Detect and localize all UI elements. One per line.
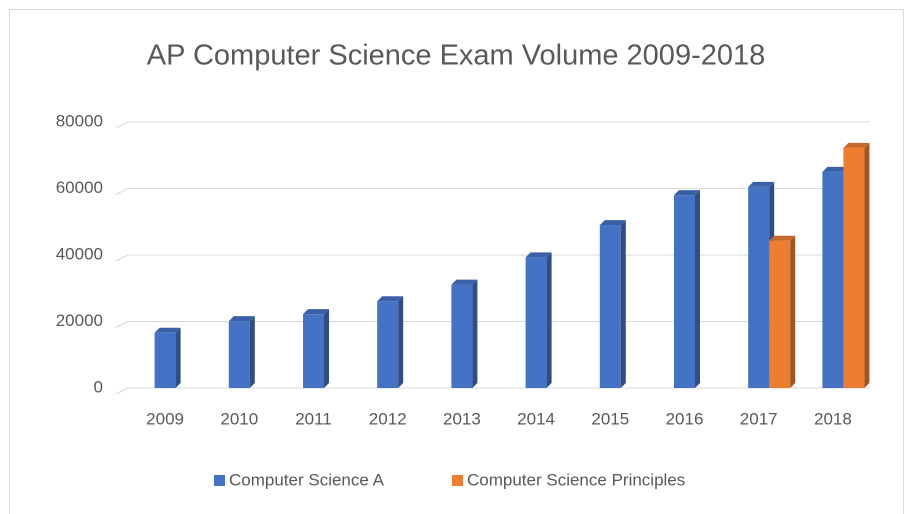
bar xyxy=(525,252,552,388)
x-tick-label: 2013 xyxy=(443,409,481,428)
grid-line xyxy=(115,387,129,395)
bar-top xyxy=(599,220,626,226)
y-tick-label: 0 xyxy=(94,377,103,396)
bar xyxy=(377,296,404,388)
bar-front xyxy=(769,240,791,388)
bar-front xyxy=(822,171,844,388)
bar-side xyxy=(398,296,404,388)
bar-side xyxy=(175,327,181,388)
bar-top xyxy=(154,327,181,333)
x-tick-label: 2010 xyxy=(220,409,258,428)
grid-line xyxy=(115,188,129,195)
bar-front xyxy=(228,321,250,388)
bar xyxy=(843,142,870,388)
y-tick-label: 80000 xyxy=(56,111,103,130)
bar-top xyxy=(822,166,849,172)
bar-front xyxy=(599,225,621,388)
bar-top xyxy=(843,142,870,148)
bar xyxy=(154,327,181,388)
bar-side xyxy=(324,309,329,388)
x-tick-label: 2018 xyxy=(814,409,852,428)
bar-top xyxy=(674,190,700,196)
bar xyxy=(228,316,255,388)
legend-swatch xyxy=(214,475,225,486)
bar xyxy=(599,220,626,388)
bar-side xyxy=(546,252,552,388)
bar xyxy=(769,235,796,388)
bar-front xyxy=(303,314,324,388)
y-tick-label: 20000 xyxy=(56,311,103,330)
y-tick-label: 40000 xyxy=(56,244,103,263)
x-tick-label: 2015 xyxy=(591,409,629,428)
bar-top xyxy=(228,316,255,322)
x-tick-label: 2014 xyxy=(517,409,555,428)
x-tick-label: 2012 xyxy=(369,409,407,428)
bar-side xyxy=(790,235,796,388)
bar-front xyxy=(748,186,770,388)
bar-top xyxy=(377,296,404,302)
bar xyxy=(451,279,478,388)
chart-title: AP Computer Science Exam Volume 2009-201… xyxy=(147,40,766,72)
bar-side xyxy=(620,220,626,388)
bar-side xyxy=(472,279,478,388)
bar-front xyxy=(674,195,695,388)
bar-top xyxy=(525,252,552,258)
bar-top xyxy=(303,309,329,315)
grid-line xyxy=(115,254,129,262)
bar-side xyxy=(249,316,255,388)
bar-front xyxy=(154,332,176,388)
bar-top xyxy=(748,181,775,187)
bar-front xyxy=(843,147,865,388)
legend-swatch xyxy=(452,475,463,486)
bar-front xyxy=(451,284,473,388)
bar-top xyxy=(451,279,478,285)
bar xyxy=(303,309,329,388)
x-tick-label: 2016 xyxy=(666,409,704,428)
legend-label: Computer Science Principles xyxy=(467,470,685,489)
bar xyxy=(674,190,700,388)
legend-label: Computer Science A xyxy=(229,470,385,489)
bar-side xyxy=(695,190,700,388)
grid-line xyxy=(115,321,129,328)
x-tick-label: 2017 xyxy=(740,409,778,428)
bar-front xyxy=(377,301,399,388)
y-tick-label: 60000 xyxy=(56,178,103,197)
bar-front xyxy=(525,257,547,388)
bar-side xyxy=(864,142,870,388)
grid-line xyxy=(115,121,129,129)
x-tick-label: 2009 xyxy=(146,409,184,428)
x-tick-label: 2011 xyxy=(295,409,332,428)
bar-top xyxy=(769,235,796,241)
